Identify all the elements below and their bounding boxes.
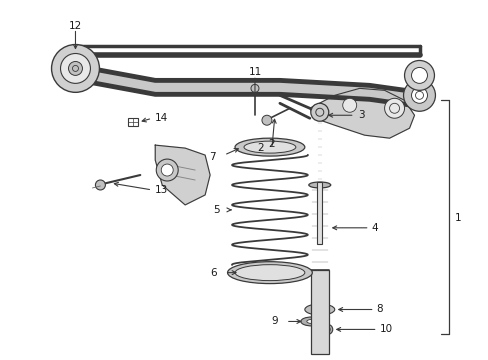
FancyBboxPatch shape	[317, 182, 322, 244]
Polygon shape	[155, 80, 279, 94]
Ellipse shape	[304, 304, 334, 315]
Circle shape	[156, 159, 178, 181]
Circle shape	[310, 103, 328, 121]
Circle shape	[61, 54, 90, 84]
Circle shape	[262, 115, 271, 125]
Text: 2: 2	[257, 143, 264, 153]
Ellipse shape	[308, 182, 330, 188]
Polygon shape	[279, 80, 369, 99]
Ellipse shape	[227, 262, 312, 284]
Circle shape	[342, 98, 356, 112]
Ellipse shape	[300, 317, 322, 326]
Text: 12: 12	[69, 21, 82, 31]
Circle shape	[411, 67, 427, 84]
Polygon shape	[155, 145, 210, 205]
Text: 8: 8	[376, 305, 383, 315]
Ellipse shape	[235, 138, 304, 156]
Text: 2: 2	[268, 139, 275, 149]
Ellipse shape	[311, 306, 327, 312]
Circle shape	[322, 324, 332, 334]
Text: 3: 3	[357, 110, 364, 120]
Text: 5: 5	[213, 205, 220, 215]
Text: 11: 11	[248, 67, 261, 77]
Polygon shape	[90, 68, 155, 94]
Text: 1: 1	[453, 213, 460, 223]
Text: 14: 14	[155, 113, 168, 123]
Circle shape	[250, 84, 259, 92]
Polygon shape	[309, 88, 414, 138]
Text: 6: 6	[210, 267, 217, 278]
Ellipse shape	[235, 265, 304, 280]
Circle shape	[51, 45, 99, 92]
FancyBboxPatch shape	[128, 118, 138, 126]
FancyBboxPatch shape	[310, 270, 328, 354]
Text: 4: 4	[371, 223, 378, 233]
Ellipse shape	[244, 141, 295, 153]
Circle shape	[95, 180, 105, 190]
Text: 10: 10	[379, 324, 392, 334]
Circle shape	[161, 164, 173, 176]
Text: 9: 9	[271, 316, 277, 327]
Ellipse shape	[306, 319, 316, 323]
Polygon shape	[369, 85, 419, 106]
Text: 13: 13	[155, 185, 168, 195]
Circle shape	[403, 80, 435, 111]
Circle shape	[68, 62, 82, 75]
Circle shape	[404, 60, 433, 90]
Text: 7: 7	[209, 152, 216, 162]
Circle shape	[384, 98, 404, 118]
Circle shape	[325, 327, 329, 332]
Circle shape	[411, 87, 427, 103]
